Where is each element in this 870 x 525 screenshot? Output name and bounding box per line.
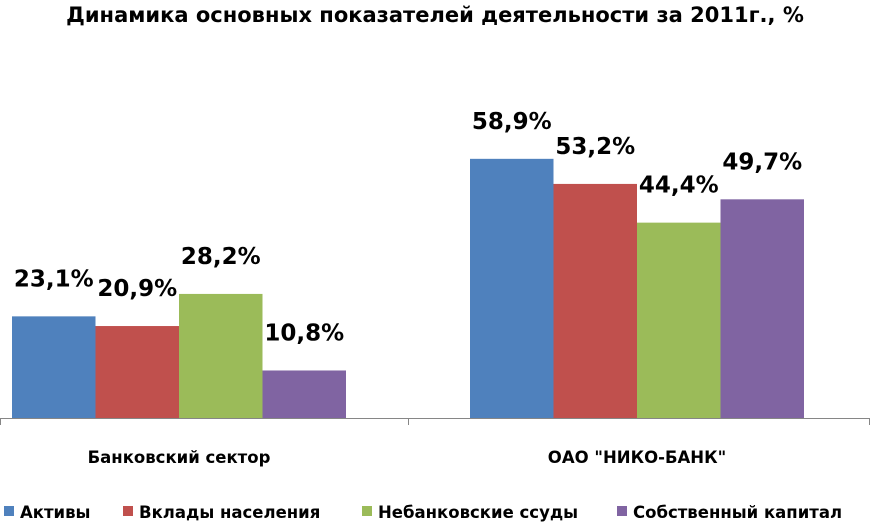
bar-0-1: [95, 326, 179, 418]
bar-1-0: [470, 158, 554, 418]
legend-swatch-3: [617, 506, 627, 516]
value-label-1-3: 49,7%: [722, 149, 802, 175]
bar-0-2: [179, 293, 263, 418]
legend-label-2: Небанковские ссуды: [378, 503, 578, 522]
x-axis: [0, 418, 870, 425]
value-label-0-0: 23,1%: [14, 266, 94, 292]
bar-1-1: [553, 183, 637, 418]
chart-title: Динамика основных показателей деятельнос…: [66, 3, 804, 27]
legend-swatch-1: [123, 506, 133, 516]
legend-swatch-2: [362, 506, 372, 516]
value-label-1-1: 53,2%: [555, 134, 635, 160]
legend-label-0: Активы: [20, 503, 90, 522]
value-label-0-3: 10,8%: [264, 320, 344, 346]
bars: [12, 158, 804, 418]
bar-0-3: [262, 370, 346, 418]
category-label-1: ОАО "НИКО-БАНК": [548, 448, 726, 467]
bar-1-3: [720, 199, 804, 418]
category-label-0: Банковский сектор: [88, 448, 271, 467]
value-labels: 23,1% 20,9%28,2% 10,8% 58,9%53,2%44,4%49,7%: [14, 109, 802, 347]
legend-label-1: Вклады населения: [139, 503, 320, 522]
value-label-0-1: 20,9%: [97, 276, 177, 302]
legend-label-3: Собственный капитал: [633, 503, 842, 522]
bar-1-2: [637, 222, 721, 418]
value-label-0-2: 28,2%: [181, 244, 261, 270]
value-label-1-0: 58,9%: [472, 109, 552, 135]
bar-0-0: [12, 316, 96, 418]
value-label-1-2: 44,4%: [639, 173, 719, 199]
legend: Активы Вклады населения Небанковские ссуды…: [4, 503, 842, 522]
legend-swatch-0: [4, 506, 14, 516]
category-labels: Банковский сектор ОАО "НИКО-БАНК": [88, 448, 727, 467]
